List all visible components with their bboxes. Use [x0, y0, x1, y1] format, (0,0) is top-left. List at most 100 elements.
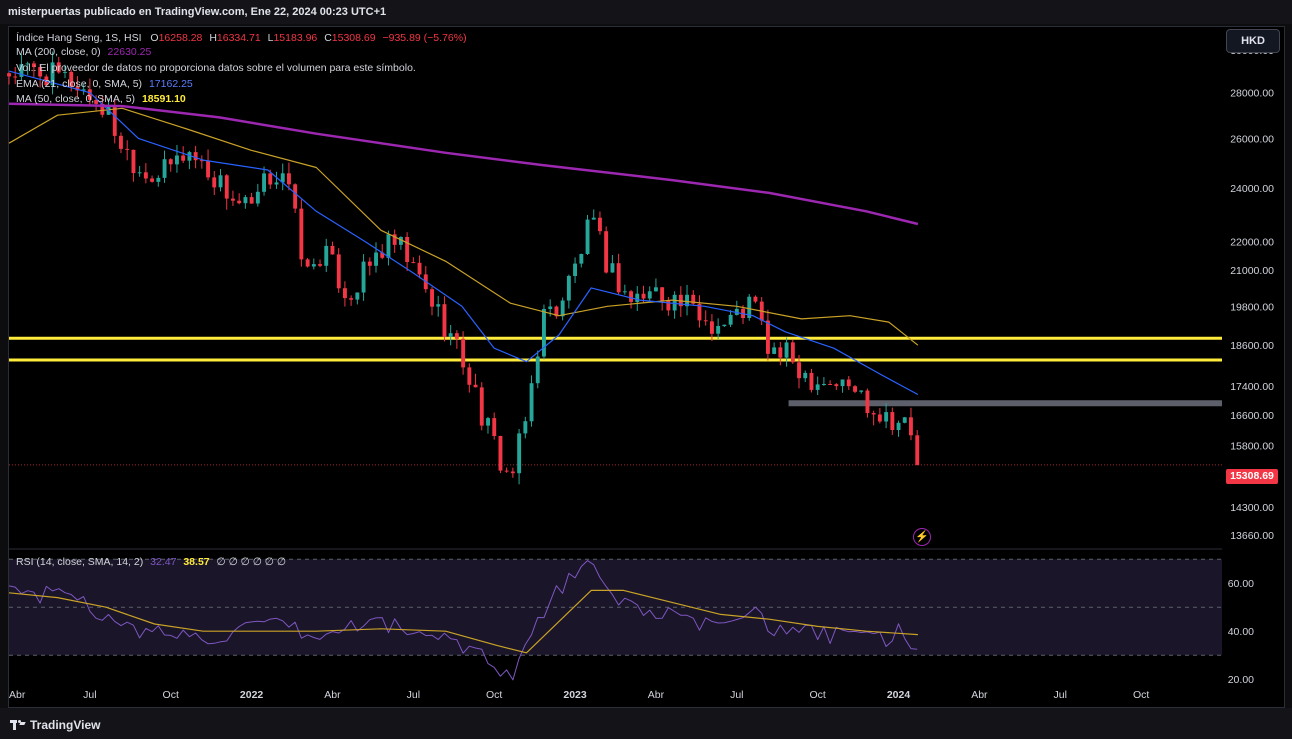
ma200-label: MA (200, close, 0) [16, 46, 101, 58]
candle-body [685, 294, 689, 307]
candle-body [877, 414, 882, 422]
candle-body [293, 184, 298, 209]
candle-body [467, 367, 472, 385]
rsi-label: RSI (14, close, SMA, 14, 2) [16, 556, 144, 568]
candle-body [859, 390, 864, 392]
candle-body [797, 362, 801, 379]
candle-body [790, 342, 795, 363]
candle-body [299, 208, 304, 260]
candle-body [834, 384, 839, 387]
candle-body [231, 198, 235, 201]
candle-body [498, 436, 503, 471]
candle-body [224, 175, 229, 199]
close-value: 15308.69 [331, 32, 376, 44]
candle-body [430, 289, 434, 307]
legend-ma200-row[interactable]: MA (200, close, 0) 22630.25 [16, 46, 151, 58]
candle-body [243, 197, 248, 204]
tradingview-logo[interactable]: TradingView [10, 718, 100, 732]
candle-body [784, 342, 789, 358]
time-tick-label: 2024 [887, 689, 911, 701]
publication-title: misterpuertas publicado en TradingView.c… [8, 6, 387, 18]
candle-body [560, 300, 565, 317]
candle-body [635, 293, 640, 302]
legend-rsi-row[interactable]: RSI (14, close, SMA, 14, 2) 32.47 38.57 … [16, 556, 286, 568]
price-tick-label: 24000.00 [1230, 183, 1274, 195]
candle-body [361, 261, 366, 293]
candle-body [517, 433, 522, 474]
candle-body [896, 422, 901, 430]
candle-body [417, 262, 422, 275]
candle-body [112, 106, 117, 136]
candle-body [479, 387, 484, 426]
candle-body [193, 152, 198, 161]
candle-body [330, 245, 335, 255]
candle-body [181, 155, 186, 161]
time-tick-label: 2023 [563, 689, 587, 701]
candle-body [94, 99, 99, 104]
price-tick-label: 15800.00 [1230, 440, 1274, 452]
legend-ema-row[interactable]: EMA (21, close, 0, SMA, 5) 17162.25 [16, 78, 193, 90]
candle-body [666, 300, 671, 311]
time-tick-label: Abr [971, 689, 988, 701]
candle-body [32, 63, 36, 68]
candle-body [255, 191, 260, 204]
candle-body [622, 291, 627, 293]
time-tick-label: Abr [9, 689, 26, 701]
candle-body [660, 287, 665, 301]
candle-body [772, 347, 777, 354]
legend-volume-row[interactable]: Vol.: El proveedor de datos no proporcio… [16, 62, 416, 74]
candle-body [392, 234, 397, 245]
candle-body [175, 155, 179, 165]
candle-body [405, 237, 410, 262]
candle-body [492, 418, 497, 436]
price-tick-label: 16600.00 [1230, 410, 1274, 422]
candle-body [63, 71, 67, 73]
rsi-band-fill [9, 559, 1222, 656]
flash-icon[interactable]: ⚡ [913, 528, 931, 546]
candle-body [162, 159, 167, 178]
candle-body [610, 263, 615, 273]
candle-body [237, 200, 242, 204]
candle-body [280, 173, 285, 183]
candle-body [865, 390, 870, 414]
candle-body [436, 304, 441, 307]
time-tick-label: Oct [809, 689, 825, 701]
candle-body [311, 264, 316, 267]
rsi-ma-line [8, 589, 918, 654]
price-tick-label: 18600.00 [1230, 340, 1274, 352]
ma50-label: MA (50, close, 0, SMA, 5) [16, 93, 136, 105]
candle-body [69, 71, 74, 87]
candle-body [87, 89, 92, 100]
rsi-value: 32.47 [150, 556, 177, 568]
candle-body [846, 379, 851, 387]
high-label: H [209, 32, 217, 44]
ma50-value: 18591.10 [141, 93, 186, 105]
candle-body [13, 76, 18, 78]
candle-body [218, 175, 223, 188]
candle-body [305, 259, 310, 267]
rsi-tick-label: 40.00 [1228, 626, 1254, 638]
candle-body [548, 306, 553, 309]
legend-ma50-row[interactable]: MA (50, close, 0, SMA, 5) 18591.10 [16, 93, 186, 105]
price-tick-label: 21000.00 [1230, 265, 1274, 277]
candle-body [616, 263, 621, 293]
symbol-name: Índice Hang Seng, 1S, HSI [16, 32, 142, 44]
ema-label: EMA (21, close, 0, SMA, 5) [16, 78, 143, 90]
candle-body [454, 333, 459, 339]
candle-body [871, 413, 876, 415]
candle-body [212, 177, 217, 188]
candle-body [50, 62, 55, 86]
candle-body [473, 384, 478, 388]
candle-body [137, 172, 142, 174]
candle-body [716, 326, 721, 334]
candle-body [734, 308, 739, 315]
candle-body [766, 320, 770, 354]
candle-body [710, 321, 714, 334]
rsi-na-values: ∅ ∅ ∅ ∅ ∅ ∅ [216, 556, 287, 568]
candle-body [386, 234, 391, 258]
candle-body [828, 384, 833, 385]
currency-button[interactable]: HKD [1226, 29, 1280, 53]
candle-body [809, 372, 814, 390]
candle-body [691, 294, 696, 304]
